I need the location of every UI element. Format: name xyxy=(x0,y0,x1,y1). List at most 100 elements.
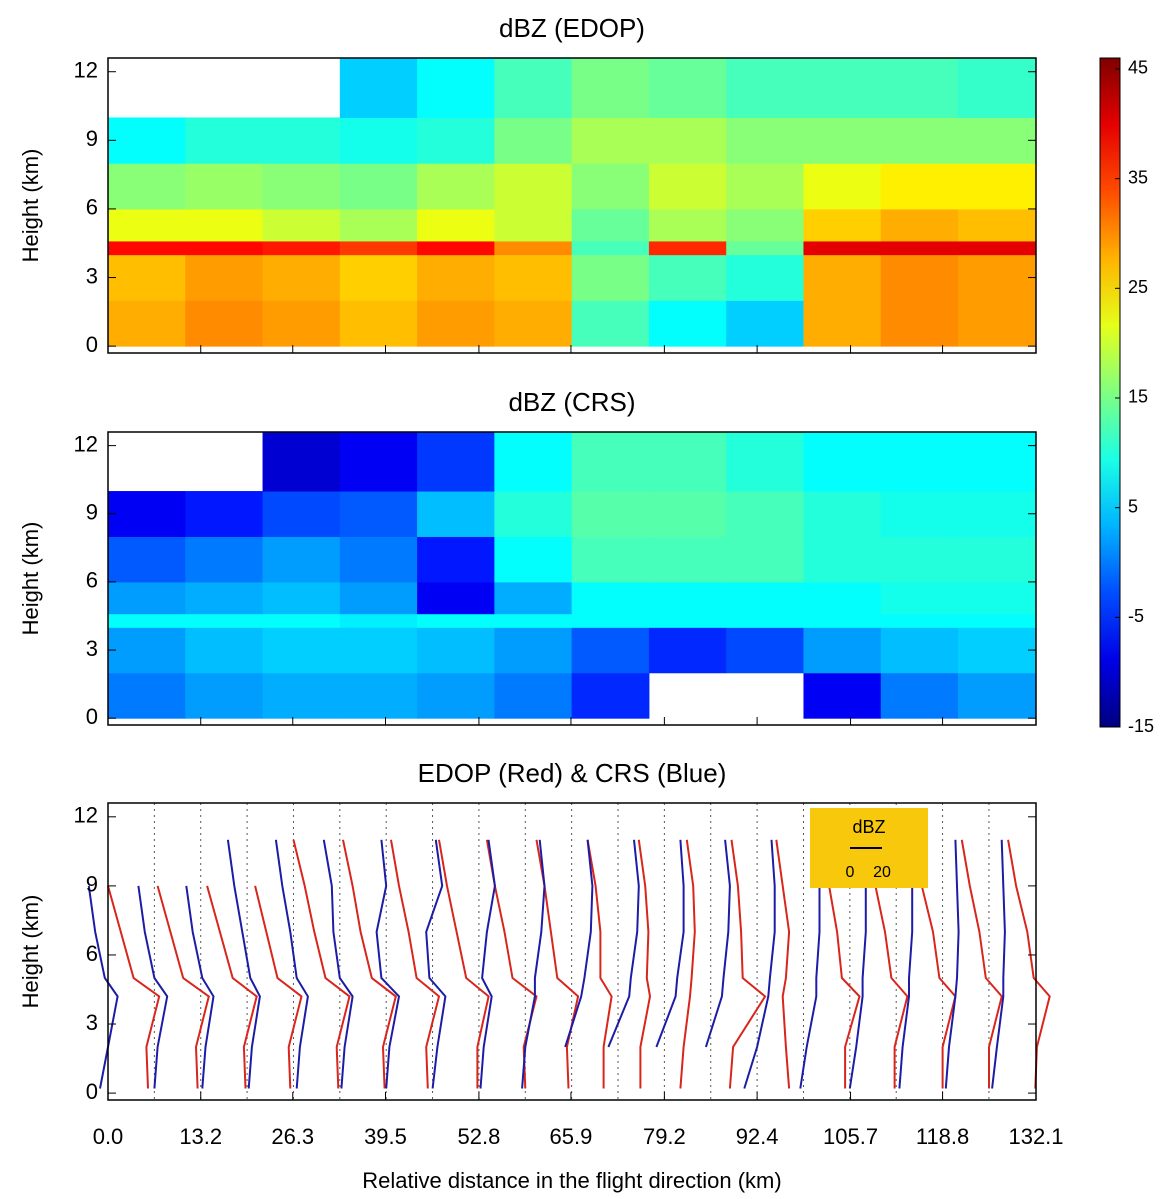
y-tick-label: 6 xyxy=(86,941,98,966)
heatmap-cell xyxy=(417,300,495,347)
colorbar-tick-label: 5 xyxy=(1128,496,1138,516)
heatmap-cell xyxy=(726,300,804,347)
heatmap-cell xyxy=(648,240,727,256)
y-tick-label: 6 xyxy=(86,568,98,593)
y-tick-label: 12 xyxy=(74,803,98,828)
heatmap-cell xyxy=(108,613,186,628)
heatmap-cell xyxy=(417,58,495,118)
y-tick-label: 9 xyxy=(86,872,98,897)
colorbar-tick-label: 15 xyxy=(1128,387,1148,407)
profile-line xyxy=(564,839,594,1048)
heatmap-cell xyxy=(185,627,264,674)
heatmap-cell xyxy=(571,58,650,118)
x-axis-label: Relative distance in the flight directio… xyxy=(362,1168,781,1193)
heatmap-cell xyxy=(880,613,959,628)
heatmap-cell xyxy=(571,581,650,615)
profile-line xyxy=(743,839,776,1089)
scale-tick-label: 20 xyxy=(873,864,891,881)
heatmap-cell xyxy=(571,613,650,628)
colorbar-tick-label: 35 xyxy=(1128,167,1148,187)
heatmap-cell xyxy=(648,300,727,347)
profile-line xyxy=(655,839,685,1048)
heatmap-cell xyxy=(648,613,727,628)
profile-line xyxy=(254,885,303,1089)
heatmap-cell xyxy=(880,254,959,301)
heatmap-cell xyxy=(494,240,573,256)
heatmap-cell xyxy=(803,254,882,301)
heatmap-cell xyxy=(185,240,264,256)
heatmap-cell xyxy=(339,58,418,118)
heatmap-cell xyxy=(726,491,804,537)
heatmap-cell xyxy=(108,300,186,347)
heatmap-cell xyxy=(494,163,573,210)
heatmap-cell xyxy=(803,300,882,347)
heatmap-cell xyxy=(339,613,418,628)
heatmap-cell xyxy=(262,536,341,583)
y-axis-label: Height (km) xyxy=(18,895,43,1009)
profile-line xyxy=(704,839,731,1048)
heatmap-cell xyxy=(494,117,573,164)
heatmap-cell xyxy=(108,208,186,242)
plot-frame xyxy=(107,57,1037,354)
heatmap-cell xyxy=(880,581,959,615)
heatmap-cell xyxy=(417,627,495,674)
heatmap-cell xyxy=(417,163,495,210)
heatmap-cell xyxy=(726,613,804,628)
heatmap-cell xyxy=(339,117,418,164)
heatmap-cell xyxy=(803,627,882,674)
heatmap-cell xyxy=(571,491,650,537)
profile-line xyxy=(87,885,119,1089)
heatmap-cell xyxy=(958,254,1037,301)
heatmap-cell xyxy=(880,627,959,674)
x-tick-label: 65.9 xyxy=(550,1124,593,1149)
colorbar-tick-label: 45 xyxy=(1128,58,1148,78)
y-tick-label: 12 xyxy=(74,58,98,83)
heatmap-cell xyxy=(726,627,804,674)
y-tick-label: 0 xyxy=(86,704,98,729)
heatmap-cell xyxy=(803,672,882,719)
y-axis-label: Height (km) xyxy=(18,522,43,636)
profile-line xyxy=(206,885,258,1089)
x-tick-label: 118.8 xyxy=(916,1124,969,1149)
heatmap-cell xyxy=(571,208,650,242)
heatmap-cell xyxy=(417,432,495,492)
heatmap-cell xyxy=(262,208,341,242)
heatmap-cell xyxy=(339,627,418,674)
heatmap-cell xyxy=(417,536,495,583)
heatmap-cell xyxy=(958,613,1037,628)
x-tick-label: 92.4 xyxy=(736,1124,779,1149)
heatmap-cell xyxy=(726,240,804,256)
x-tick-label: 132.1 xyxy=(1008,1124,1063,1149)
heatmap-cell xyxy=(726,581,804,615)
heatmap-cell xyxy=(185,208,264,242)
heatmap-cell xyxy=(803,208,882,242)
heatmap-cell xyxy=(339,536,418,583)
heatmap-cell xyxy=(339,208,418,242)
profile-line xyxy=(342,839,397,1089)
heatmap-cell xyxy=(958,672,1037,719)
heatmap-cell xyxy=(571,254,650,301)
heatmap-cell xyxy=(262,672,341,719)
profile-line xyxy=(637,839,652,1089)
scale-title: dBZ xyxy=(852,817,885,837)
heatmap-cell xyxy=(571,672,650,719)
heatmap-cell xyxy=(958,300,1037,347)
heatmap-cell xyxy=(417,491,495,537)
profile-line xyxy=(322,839,354,1089)
heatmap-cell xyxy=(494,536,573,583)
y-tick-label: 0 xyxy=(86,1079,98,1104)
heatmap-cell xyxy=(880,536,959,583)
heatmap-cell xyxy=(494,491,573,537)
heatmap-cell xyxy=(185,117,264,164)
profile-line xyxy=(991,839,1006,1089)
heatmap-cell xyxy=(494,581,573,615)
profile-line xyxy=(775,839,791,1089)
y-tick-label: 3 xyxy=(86,263,98,288)
x-tick-label: 79.2 xyxy=(643,1124,686,1149)
heatmap-cell xyxy=(880,432,959,492)
profile-line xyxy=(390,839,441,1089)
heatmap-cell xyxy=(108,627,186,674)
heatmap-cell xyxy=(417,613,495,628)
profile-line xyxy=(728,839,767,1089)
heatmap-cell xyxy=(339,432,418,492)
